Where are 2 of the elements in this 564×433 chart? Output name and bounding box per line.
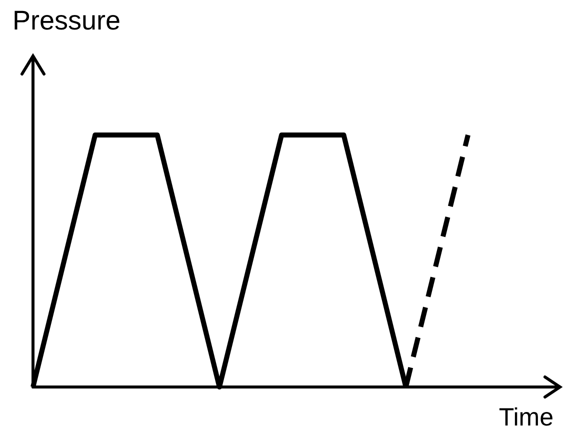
y-axis-title: Pressure (12, 6, 121, 36)
x-axis-title: Time (498, 404, 554, 432)
